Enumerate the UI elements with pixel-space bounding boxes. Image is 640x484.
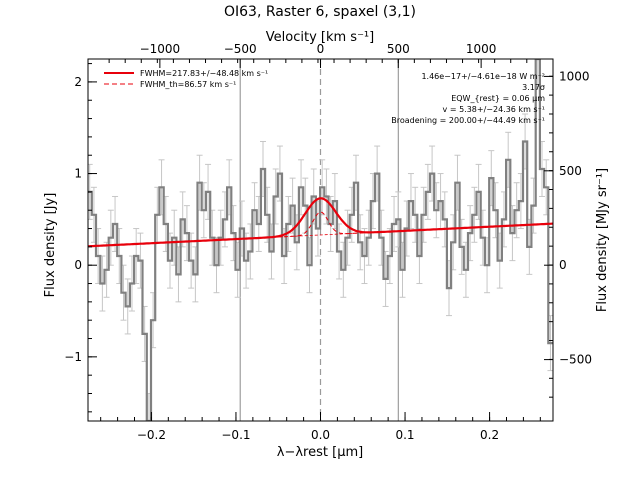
top-tick-label: 0 <box>317 42 325 56</box>
legend-label: FWHM=217.83+/−48.48 km s⁻¹ <box>140 69 268 78</box>
spectrum-step-line <box>88 59 553 421</box>
top-tick-label: 1000 <box>466 42 497 56</box>
legend-label: FWHM_th=86.57 km s⁻¹ <box>140 80 236 89</box>
fit-annotation: 3.17σ <box>522 83 545 92</box>
top-axis-label: Velocity [km s⁻¹] <box>266 30 374 45</box>
x-tick-label: −0.1 <box>221 428 250 442</box>
gaussian-fit-line <box>88 197 553 248</box>
x-tick-label: −0.2 <box>137 428 166 442</box>
fit-annotation: Broadening = 200.00+/−44.49 km s⁻¹ <box>391 116 545 125</box>
fit-annotation: EQW_{rest} = 0.06 μm <box>451 94 545 103</box>
top-tick-label: −1000 <box>140 42 181 56</box>
chart-title: OI63, Raster 6, spaxel (3,1) <box>224 4 416 20</box>
y-axis-label-right: Flux density [MJy sr⁻¹] <box>595 168 610 312</box>
top-tick-label: 500 <box>387 42 410 56</box>
y-axis-label-left: Flux density [Jy] <box>43 193 58 298</box>
fit-annotation: 1.46e−17+/−4.61e−18 W m⁻² <box>421 72 545 81</box>
fit-annotation: v = 5.38+/−24.36 km s⁻¹ <box>443 105 545 114</box>
x-tick-label: 0.2 <box>480 428 499 442</box>
right-tick-label: 500 <box>559 164 582 178</box>
right-tick-label: −500 <box>559 353 592 367</box>
right-tick-label: 1000 <box>559 69 590 83</box>
top-tick-label: −500 <box>224 42 257 56</box>
y-tick-label: 2 <box>74 75 82 89</box>
y-tick-label: 1 <box>74 167 82 181</box>
x-axis-label: λ−λrest [μm] <box>277 445 363 460</box>
y-tick-label: −1 <box>64 350 82 364</box>
plot-area <box>88 59 553 421</box>
x-tick-label: 0.0 <box>311 428 330 442</box>
right-tick-label: 0 <box>559 258 567 272</box>
y-tick-label: 0 <box>74 258 82 272</box>
x-tick-label: 0.1 <box>395 428 414 442</box>
theoretical-gaussian-line <box>269 211 372 238</box>
